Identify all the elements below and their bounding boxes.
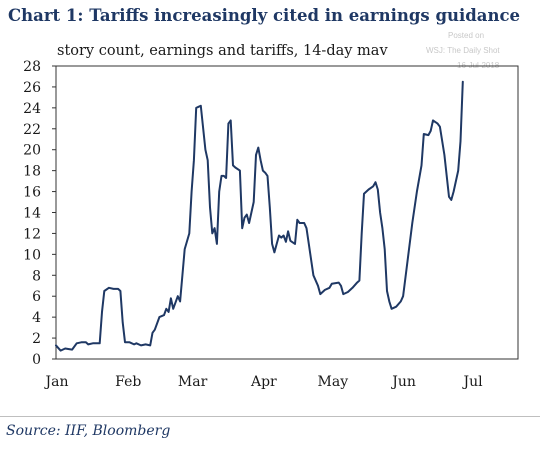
chart-title: Chart 1: Tariffs increasingly cited in e… (8, 6, 521, 25)
plot-frame (55, 65, 519, 360)
x-tick-label: Feb (115, 374, 141, 390)
y-tick-label: 20 (23, 143, 41, 159)
y-tick-label: 8 (32, 268, 41, 284)
source-note: Source: IIF, Bloomberg (6, 423, 171, 439)
chart-subtitle: story count, earnings and tariffs, 14-da… (57, 43, 388, 59)
x-tick-label: Jan (44, 374, 69, 390)
y-tick-label: 14 (23, 206, 41, 222)
y-tick-label: 6 (32, 289, 41, 305)
y-tick-label: 18 (23, 164, 41, 180)
x-tick-label: Jun (390, 374, 416, 390)
series-line (55, 80, 464, 352)
y-tick-label: 22 (23, 122, 41, 138)
x-tick-label: Apr (250, 374, 277, 390)
y-tick-label: 10 (23, 247, 41, 263)
y-tick-label: 2 (32, 331, 41, 347)
watermark-outlet: WSJ: The Daily Shot (426, 46, 500, 55)
x-tick-label: May (318, 374, 349, 390)
y-tick-label: 16 (23, 185, 41, 201)
x-axis-ticks: Jan Feb Mar Apr May Jun Jul (44, 374, 484, 390)
y-tick-label: 24 (23, 101, 41, 117)
x-tick-label: Jul (461, 374, 483, 390)
y-tick-label: 28 (23, 59, 41, 75)
y-tick-label: 12 (23, 226, 41, 242)
y-tick-label: 26 (23, 80, 41, 96)
x-tick-label: Mar (178, 374, 208, 390)
footer-divider (0, 416, 540, 417)
watermark-posted: Posted on (448, 31, 485, 40)
y-tick-label: 0 (32, 352, 41, 368)
y-tick-label: 4 (32, 310, 41, 326)
